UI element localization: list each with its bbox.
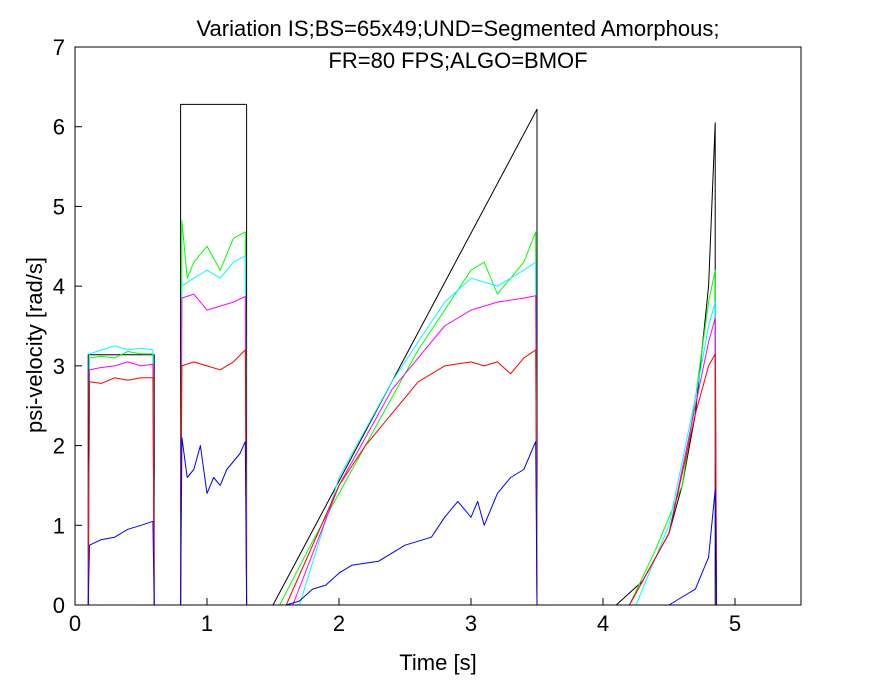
y-axis: 0 1 2 3 4 5 6 7 bbox=[53, 35, 82, 618]
y-tick-label: 6 bbox=[53, 115, 65, 140]
x-tick-label: 4 bbox=[597, 611, 609, 636]
y-tick-label: 5 bbox=[53, 194, 65, 219]
chart-title-line-1: Variation IS;BS=65x49;UND=Segmented Amor… bbox=[196, 16, 719, 41]
x-axis: 0 1 2 3 4 5 bbox=[69, 598, 741, 636]
x-tick-label: 1 bbox=[201, 611, 213, 636]
y-tick-label: 1 bbox=[53, 513, 65, 538]
chart-title-line-2: FR=80 FPS;ALGO=BMOF bbox=[328, 48, 587, 73]
y-tick-label: 3 bbox=[53, 354, 65, 379]
axes-box bbox=[74, 46, 802, 606]
x-tick-label: 5 bbox=[729, 611, 741, 636]
x-axis-label: Time [s] bbox=[399, 650, 476, 675]
series-line-1 bbox=[75, 103, 801, 606]
y-tick-label: 0 bbox=[53, 593, 65, 618]
x-tick-label: 2 bbox=[333, 611, 345, 636]
x-tick-label: 3 bbox=[465, 611, 477, 636]
y-tick-label: 7 bbox=[53, 35, 65, 60]
x-tick-label: 0 bbox=[69, 611, 81, 636]
y-axis-label: psi-velocity [rad/s] bbox=[22, 257, 47, 433]
y-tick-label: 4 bbox=[53, 274, 65, 299]
y-tick-label: 2 bbox=[53, 434, 65, 459]
series-line-2 bbox=[75, 220, 801, 606]
